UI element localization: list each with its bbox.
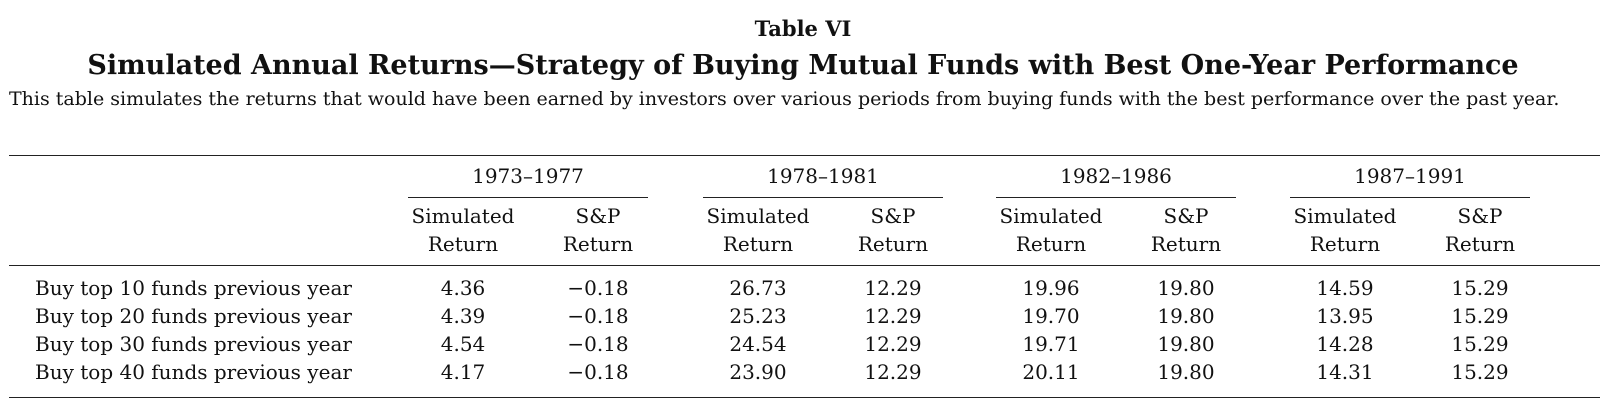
table-cell: 12.29 xyxy=(864,304,922,328)
table-cell: 15.29 xyxy=(1451,332,1509,356)
table-cell: 24.54 xyxy=(729,332,787,356)
table-cell: 12.29 xyxy=(864,276,922,300)
column-header-line1: Simulated xyxy=(1293,204,1397,228)
period-header: 1973–1977 xyxy=(472,164,584,188)
column-header-line2: Return xyxy=(427,232,499,256)
table-cell: 14.31 xyxy=(1316,360,1374,384)
table-cell: 19.70 xyxy=(1022,304,1080,328)
table-cell: 19.80 xyxy=(1157,360,1215,384)
table-cell: 19.80 xyxy=(1157,276,1215,300)
table-title: Simulated Annual Returns—Strategy of Buy… xyxy=(87,50,1519,81)
column-header-line1: Simulated xyxy=(999,204,1103,228)
row-label: Buy top 10 funds previous year xyxy=(35,276,352,300)
table-cell: 4.36 xyxy=(440,276,486,300)
table-cell: 19.80 xyxy=(1157,304,1215,328)
period-header: 1982–1986 xyxy=(1060,164,1172,188)
period-header: 1987–1991 xyxy=(1354,164,1466,188)
table-cell: 19.96 xyxy=(1022,276,1080,300)
bottom-rule xyxy=(9,397,1600,398)
column-header-line1: Simulated xyxy=(706,204,810,228)
table-cell: −0.18 xyxy=(567,360,629,384)
period-underline xyxy=(408,197,648,198)
table-cell: −0.18 xyxy=(567,304,629,328)
table-cell: 14.28 xyxy=(1316,332,1374,356)
column-header-line1: S&P xyxy=(1457,204,1503,228)
table-caption: This table simulates the returns that wo… xyxy=(9,88,1560,110)
top-rule xyxy=(9,155,1600,156)
table-cell: 12.29 xyxy=(864,360,922,384)
column-header-line2: Return xyxy=(1309,232,1381,256)
row-label: Buy top 40 funds previous year xyxy=(35,360,352,384)
period-underline xyxy=(996,197,1236,198)
simulated-return-header: Simulated Return xyxy=(703,202,813,258)
table-cell: 15.29 xyxy=(1451,360,1509,384)
table-label: Table VI xyxy=(754,16,852,41)
table-cell: 20.11 xyxy=(1022,360,1080,384)
sp-return-header: S&P Return xyxy=(543,202,653,258)
header-rule xyxy=(9,265,1600,266)
column-header-line1: Simulated xyxy=(411,204,515,228)
column-header-line2: Return xyxy=(857,232,929,256)
column-header-line2: Return xyxy=(1015,232,1087,256)
simulated-return-header: Simulated Return xyxy=(408,202,518,258)
table-cell: 13.95 xyxy=(1316,304,1374,328)
column-header-line2: Return xyxy=(722,232,794,256)
column-header-line2: Return xyxy=(1150,232,1222,256)
row-label: Buy top 20 funds previous year xyxy=(35,304,352,328)
table-cell: 15.29 xyxy=(1451,276,1509,300)
sp-return-header: S&P Return xyxy=(838,202,948,258)
column-header-line1: S&P xyxy=(1163,204,1209,228)
column-header-line1: S&P xyxy=(870,204,916,228)
period-header: 1978–1981 xyxy=(767,164,879,188)
simulated-return-header: Simulated Return xyxy=(1290,202,1400,258)
table-cell: 12.29 xyxy=(864,332,922,356)
table-cell: −0.18 xyxy=(567,332,629,356)
sp-return-header: S&P Return xyxy=(1131,202,1241,258)
table-cell: 4.54 xyxy=(440,332,486,356)
table-cell: 19.80 xyxy=(1157,332,1215,356)
period-underline xyxy=(1290,197,1530,198)
column-header-line1: S&P xyxy=(575,204,621,228)
simulated-return-header: Simulated Return xyxy=(996,202,1106,258)
table-cell: 15.29 xyxy=(1451,304,1509,328)
sp-return-header: S&P Return xyxy=(1425,202,1535,258)
table-cell: 25.23 xyxy=(729,304,787,328)
column-header-line2: Return xyxy=(1444,232,1516,256)
table-cell: 14.59 xyxy=(1316,276,1374,300)
table-cell: 4.17 xyxy=(440,360,486,384)
table-cell: 23.90 xyxy=(729,360,787,384)
period-underline xyxy=(703,197,943,198)
column-header-line2: Return xyxy=(562,232,634,256)
table-cell: 26.73 xyxy=(729,276,787,300)
row-label: Buy top 30 funds previous year xyxy=(35,332,352,356)
table-cell: −0.18 xyxy=(567,276,629,300)
table-cell: 19.71 xyxy=(1022,332,1080,356)
table-cell: 4.39 xyxy=(440,304,486,328)
